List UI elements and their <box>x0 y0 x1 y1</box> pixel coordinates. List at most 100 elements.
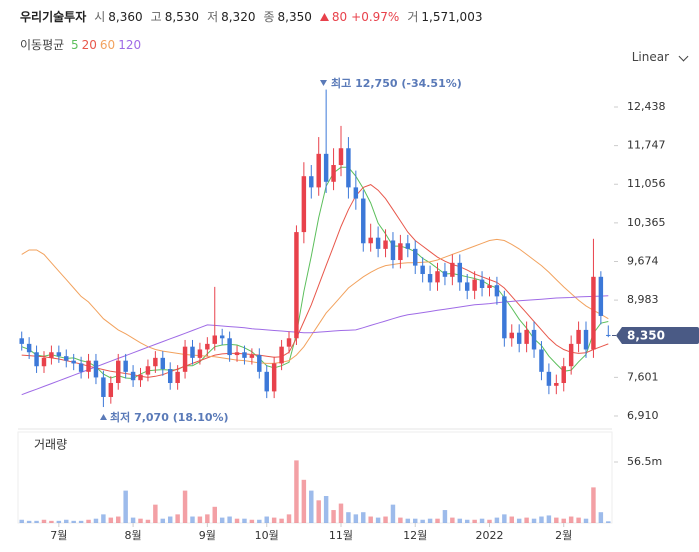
volume-bar <box>583 518 589 523</box>
value: 8,350 <box>277 10 312 24</box>
candle-body <box>227 338 232 356</box>
candle-body <box>568 343 574 367</box>
max-marker <box>320 80 327 86</box>
volume-bar <box>249 519 255 523</box>
volume-bar <box>197 516 203 523</box>
legend-entry[interactable]: 20 <box>81 38 97 52</box>
volume-bar <box>93 518 99 523</box>
candle-body <box>368 237 373 244</box>
legend-entry[interactable]: 120 <box>118 38 142 52</box>
change: 80 <box>331 10 348 24</box>
volume-bar <box>160 518 166 523</box>
volume-bar <box>524 517 529 523</box>
y-tick-label: 56.5m <box>627 455 662 468</box>
volume-bar <box>64 519 69 523</box>
candle-body <box>479 279 485 288</box>
volume-bar <box>316 500 321 523</box>
candle-body <box>576 329 581 344</box>
volume-bar <box>516 518 522 523</box>
candle-body <box>516 332 522 344</box>
x-tick-label: 10월 <box>255 529 279 542</box>
volume-bar <box>502 514 507 523</box>
volume-bar <box>138 518 143 523</box>
volume-bar <box>123 490 128 523</box>
volume-bar <box>71 520 76 523</box>
candle-body <box>494 285 500 297</box>
candle-body <box>190 346 195 358</box>
candle-body <box>323 153 329 182</box>
volume-bar <box>442 510 448 523</box>
x-tick-label: 2022 <box>475 529 503 542</box>
min-marker <box>100 414 107 420</box>
volume-bar <box>398 517 403 523</box>
volume-bar <box>509 516 514 523</box>
volume-panel <box>17 431 613 524</box>
volume-bar <box>539 516 544 523</box>
candle-body <box>234 352 240 356</box>
candle-body <box>19 338 24 344</box>
candle-body <box>167 369 173 384</box>
candle-body <box>86 360 91 372</box>
volume-bar <box>257 519 262 523</box>
candle-body <box>464 282 470 291</box>
volume-bar <box>405 518 411 523</box>
legend-entry[interactable]: 5 <box>71 38 79 52</box>
volume-bar <box>190 516 195 523</box>
scale-mode[interactable]: Linear <box>631 50 669 64</box>
x-tick-label: 8월 <box>125 529 142 542</box>
x-tick-label: 2월 <box>555 529 572 542</box>
candle-body <box>182 346 188 372</box>
y-tick-label: 10,365 <box>627 216 666 229</box>
max-annotation: 최고 12,750 (-34.51%) <box>331 76 462 90</box>
volume-bar <box>271 517 277 523</box>
volume-bar <box>116 516 121 523</box>
volume-bar <box>286 514 292 523</box>
ma-line <box>21 184 609 378</box>
candle-body <box>546 371 552 386</box>
label: 시 <box>94 10 106 24</box>
min-annotation: 최저 7,070 (18.10%) <box>110 410 229 424</box>
candle-body <box>457 262 463 283</box>
volume-bar <box>227 516 232 523</box>
label: 저 <box>207 10 219 24</box>
candle-body <box>598 276 604 316</box>
last-price-tag <box>616 326 699 344</box>
candle-body <box>130 371 136 381</box>
candle-body <box>294 232 299 339</box>
last-price-label: 8,350 <box>627 328 665 342</box>
candle-body <box>93 360 99 378</box>
candle-body <box>398 243 403 261</box>
candle-body <box>338 148 344 166</box>
candle-body <box>160 357 166 370</box>
candle-body <box>502 296 507 339</box>
candle-body <box>78 363 84 372</box>
volume-bar <box>427 518 433 523</box>
volume-bar <box>49 520 54 523</box>
volume-bar <box>606 521 611 523</box>
volume-bar <box>420 519 425 523</box>
label: 종 <box>263 10 275 24</box>
candle-body <box>56 352 62 357</box>
volume-bar <box>346 512 351 523</box>
candle-body <box>487 285 492 288</box>
volume-bar <box>531 518 537 523</box>
header: 우리기술투자 시 8,360 고 8,530 저 8,320 종 8,350 80 +0.… <box>20 8 490 25</box>
candle-body <box>219 335 225 339</box>
candle-body <box>509 332 514 339</box>
value: 8,360 <box>108 10 143 24</box>
candle-body <box>353 187 359 199</box>
legend-entry[interactable]: 60 <box>99 38 116 52</box>
volume-bar <box>145 519 151 523</box>
volume-bar <box>494 517 500 523</box>
ma-legend: 이동평균 5 20 60 120 <box>20 36 144 53</box>
candle-body <box>264 371 269 392</box>
candle-body <box>539 349 544 372</box>
candle-body <box>390 240 396 261</box>
candle-body <box>145 366 151 375</box>
volume-bar <box>108 517 114 523</box>
candle-body <box>138 374 143 381</box>
change-pct: +0.97% <box>351 10 400 24</box>
volume-bar <box>219 517 225 523</box>
candle-body <box>420 265 425 275</box>
candle-body <box>116 360 121 384</box>
